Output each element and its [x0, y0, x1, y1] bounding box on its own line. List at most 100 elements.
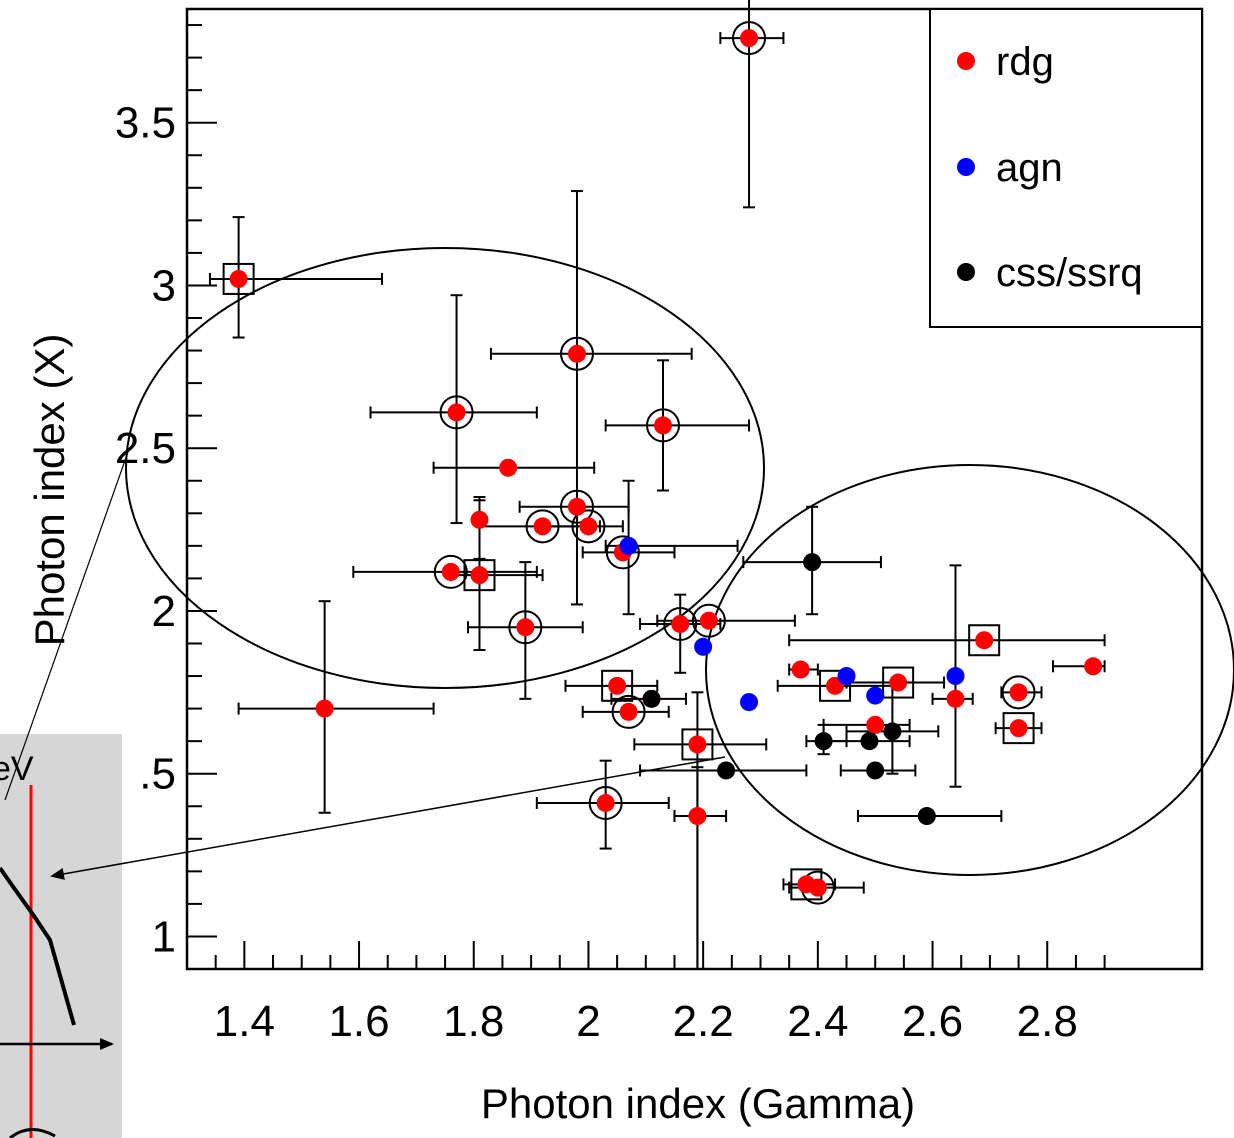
- circle-marker: [691, 603, 726, 638]
- data-point-rdg: [608, 676, 627, 695]
- data-point-rdg: [671, 614, 690, 633]
- data-point-rdg: [499, 458, 518, 477]
- data-point-css-ssrq: [642, 689, 661, 708]
- y-tick-label: .5: [139, 750, 176, 799]
- data-point-css-ssrq: [866, 761, 885, 780]
- square-marker: [463, 559, 496, 592]
- legend-label: rdg: [996, 40, 1054, 84]
- legend-label: css/ssrq: [996, 251, 1143, 295]
- data-point-rdg: [619, 702, 638, 721]
- data-point-css-ssrq: [860, 732, 879, 751]
- legend-marker: [957, 158, 975, 176]
- data-point-rdg: [447, 403, 466, 422]
- data-point-agn: [866, 686, 885, 705]
- data-point-rdg: [441, 562, 460, 581]
- cluster-ellipse-right: [705, 464, 1234, 876]
- data-point-rdg: [975, 631, 994, 650]
- y-tick-label: 3.5: [115, 99, 176, 148]
- circle-marker: [646, 408, 681, 443]
- circle-marker: [571, 509, 606, 544]
- circle-marker: [1001, 675, 1036, 710]
- data-point-rdg: [579, 517, 598, 536]
- inset-background: [0, 734, 122, 1138]
- circle-marker: [559, 336, 594, 371]
- point-markers: [222, 21, 1036, 905]
- x-tick-label: 2.6: [902, 997, 963, 1046]
- y-tick-label: 3: [152, 261, 176, 310]
- circle-marker: [605, 535, 640, 570]
- inset-curve-fragment: [9, 1128, 56, 1138]
- circle-marker: [611, 694, 646, 729]
- square-marker: [1002, 712, 1035, 745]
- data-point-css-ssrq: [917, 807, 936, 826]
- x-tick-label: 1.6: [328, 997, 389, 1046]
- data-point-rdg: [567, 497, 586, 516]
- data-point-rdg: [791, 660, 810, 679]
- data-point-rdg: [470, 510, 489, 529]
- data-point-css-ssrq: [883, 722, 902, 741]
- inset-label: eV: [0, 750, 34, 788]
- circle-marker: [663, 606, 698, 641]
- inset-panel: eV: [0, 734, 122, 1138]
- inset-curve: [0, 866, 76, 1026]
- data-point-agn: [837, 667, 856, 686]
- legend-label: agn: [996, 146, 1063, 190]
- data-point-css-ssrq: [717, 761, 736, 780]
- y-tick-label: 2.5: [115, 424, 176, 473]
- data-point-rdg: [740, 29, 759, 48]
- connector-line: [4, 451, 129, 801]
- data-point-rdg: [688, 807, 707, 826]
- data-point-rdg: [596, 793, 615, 812]
- square-marker: [819, 669, 852, 702]
- data-point-rdg: [866, 715, 885, 734]
- x-tick-label: 1.8: [443, 997, 504, 1046]
- data-point-agn: [694, 637, 713, 656]
- data-point-agn: [740, 693, 759, 712]
- x-tick-label: 2.2: [673, 997, 734, 1046]
- data-point-agn: [619, 536, 638, 555]
- square-marker: [968, 624, 1001, 657]
- data-point-css-ssrq: [803, 553, 822, 572]
- connector-arrow: [50, 756, 726, 880]
- data-point-rdg: [889, 673, 908, 692]
- data-point-rdg: [516, 618, 535, 637]
- annotations: [4, 247, 1234, 880]
- square-marker: [222, 262, 255, 295]
- cluster-ellipse-left: [125, 247, 765, 689]
- data-point-rdg: [1084, 657, 1103, 676]
- circle-marker: [508, 610, 543, 645]
- data-point-rdg: [229, 269, 248, 288]
- x-tick-label: 2.4: [787, 997, 848, 1046]
- data-point-rdg: [1009, 719, 1028, 738]
- data-point-rdg: [688, 735, 707, 754]
- x-axis: 1.4 1.6 1.8 2 2.2 2.4 2.6 2.8: [186, 941, 1106, 1046]
- legend-marker: [957, 52, 975, 70]
- x-tick-label: 2.8: [1017, 997, 1078, 1046]
- square-marker: [681, 728, 714, 761]
- x-axis-title: Photon index (Gamma): [481, 1080, 915, 1127]
- data-point-css-ssrq: [814, 732, 833, 751]
- data-point-rdg: [470, 566, 489, 585]
- data-points: [229, 29, 1103, 897]
- x-tick-label: 2: [576, 997, 600, 1046]
- y-axis-title: Photon index (X): [26, 334, 73, 647]
- circle-marker: [525, 509, 560, 544]
- circle-marker: [732, 21, 767, 56]
- data-point-rdg: [699, 611, 718, 630]
- circle-marker: [559, 489, 594, 524]
- y-axis: 1 .5 2 2.5 3 3.5: [115, 24, 217, 970]
- y-tick-label: 1: [152, 912, 176, 961]
- data-point-rdg: [808, 878, 827, 897]
- data-point-rdg: [1009, 683, 1028, 702]
- data-point-rdg: [946, 689, 965, 708]
- legend-marker: [957, 263, 975, 281]
- data-point-rdg: [654, 416, 673, 435]
- x-tick-label: 1.4: [214, 997, 275, 1046]
- square-marker: [882, 666, 915, 699]
- circle-marker: [588, 785, 623, 820]
- data-point-rdg: [567, 344, 586, 363]
- data-point-rdg: [315, 699, 334, 718]
- legend: rdg agn css/ssrq: [929, 8, 1203, 328]
- circle-marker: [439, 395, 474, 430]
